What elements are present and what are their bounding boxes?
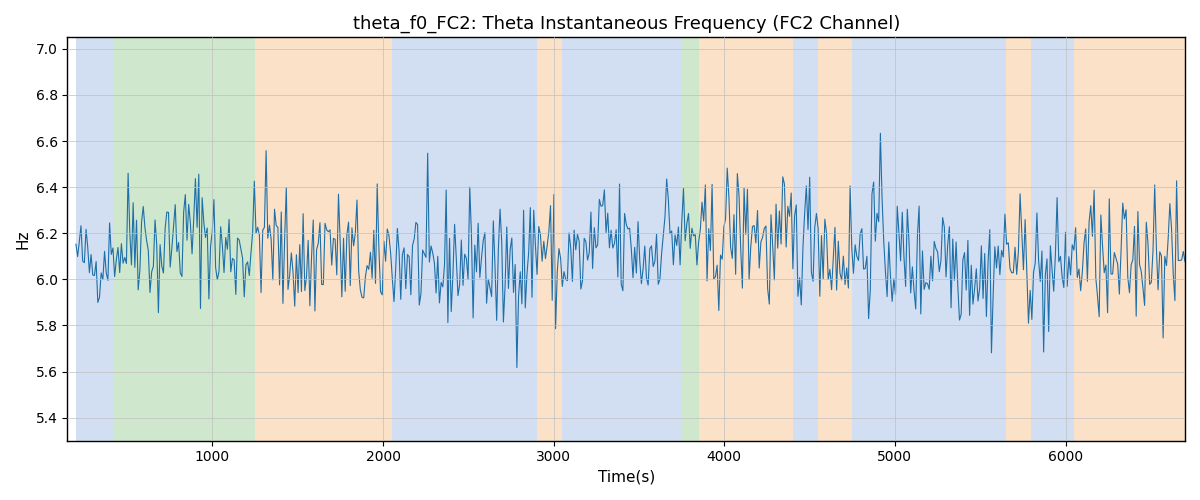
Bar	[1032, 38, 1074, 440]
Bar	[256, 38, 391, 440]
Title: theta_f0_FC2: Theta Instantaneous Frequency (FC2 Channel): theta_f0_FC2: Theta Instantaneous Freque…	[353, 15, 900, 34]
Bar	[682, 38, 698, 440]
Bar	[1006, 38, 1032, 440]
Bar	[76, 38, 114, 440]
Bar	[563, 38, 682, 440]
Bar	[698, 38, 792, 440]
Bar	[536, 38, 563, 440]
Bar	[114, 38, 256, 440]
Bar	[852, 38, 1006, 440]
Bar	[391, 38, 536, 440]
X-axis label: Time(s): Time(s)	[598, 470, 655, 485]
Bar	[1074, 38, 1186, 440]
Y-axis label: Hz: Hz	[16, 230, 30, 249]
Bar	[818, 38, 852, 440]
Bar	[792, 38, 818, 440]
